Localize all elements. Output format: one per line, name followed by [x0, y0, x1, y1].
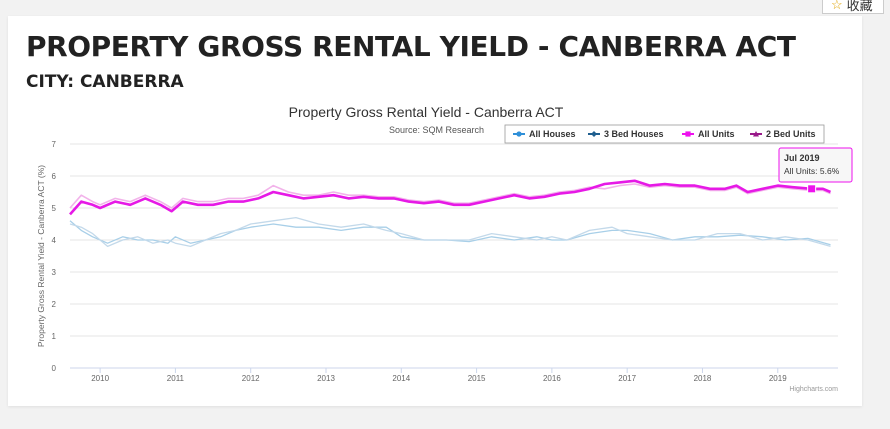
legend-diamond-icon — [591, 131, 597, 137]
tooltip-value: All Units: 5.6% — [784, 166, 840, 176]
legend-triangle-icon — [753, 131, 759, 137]
hover-point-marker — [807, 184, 817, 194]
favorite-label: 收藏 — [846, 0, 873, 13]
y-tick-label: 7 — [52, 140, 57, 149]
y-tick-label: 2 — [52, 300, 57, 309]
x-tick-label: 2019 — [769, 374, 787, 383]
series-line-all-units — [69, 179, 832, 216]
y-tick-label: 0 — [52, 364, 57, 373]
page-subtitle: CITY: CANBERRA — [26, 72, 184, 92]
y-tick-label: 1 — [52, 332, 57, 341]
x-tick-label: 2017 — [618, 374, 636, 383]
tooltip-box — [778, 147, 853, 183]
tooltip-date: Jul 2019 — [784, 153, 820, 163]
y-tick-label: 3 — [52, 268, 57, 277]
chart-subtitle: Source: SQM Research — [389, 125, 484, 135]
star-icon: ☆ — [831, 0, 843, 12]
line-chart: Property Gross Rental Yield - Canberra A… — [36, 104, 853, 393]
x-tick-label: 2013 — [317, 374, 335, 383]
series-line-3-bed-houses — [69, 216, 831, 248]
x-tick-label: 2011 — [167, 374, 185, 383]
legend-item-label[interactable]: All Units — [698, 129, 735, 139]
legend-item-label[interactable]: 3 Bed Houses — [604, 129, 664, 139]
favorite-button[interactable]: ☆ 收藏 — [822, 0, 884, 14]
x-tick-label: 2010 — [91, 374, 109, 383]
legend-box — [504, 124, 825, 144]
x-tick-label: 2018 — [694, 374, 712, 383]
series-line-all-houses — [69, 220, 831, 246]
y-tick-label: 5 — [52, 204, 57, 213]
y-tick-label: 4 — [52, 236, 57, 245]
credits-link[interactable]: Highcharts.com — [789, 386, 838, 393]
y-axis-label: Property Gross Rental Yield - Canberra A… — [36, 165, 46, 347]
x-tick-label: 2014 — [392, 374, 410, 383]
legend-circle-icon — [516, 131, 522, 137]
x-tick-label: 2015 — [468, 374, 486, 383]
chart-title: Property Gross Rental Yield - Canberra A… — [289, 104, 564, 120]
y-tick-label: 6 — [52, 172, 57, 181]
legend-square-icon — [685, 131, 691, 137]
x-tick-label: 2016 — [543, 374, 561, 383]
series-line-2-bed-units — [69, 183, 831, 209]
chart-card: PROPERTY GROSS RENTAL YIELD - CANBERRA A… — [8, 16, 862, 406]
legend-item-label[interactable]: 2 Bed Units — [766, 129, 816, 139]
x-tick-label: 2012 — [242, 374, 260, 383]
page-title: PROPERTY GROSS RENTAL YIELD - CANBERRA A… — [26, 30, 796, 63]
legend-item-label[interactable]: All Houses — [529, 129, 576, 139]
